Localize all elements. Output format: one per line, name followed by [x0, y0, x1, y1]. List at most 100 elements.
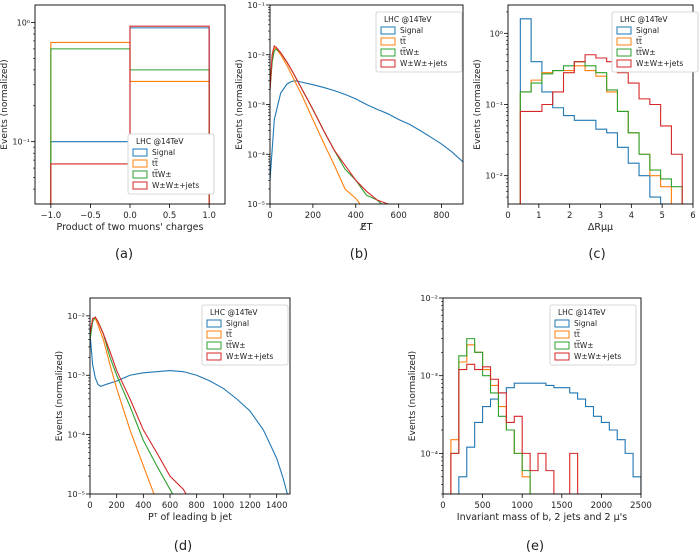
- series-WWjets-c: [519, 54, 683, 204]
- plot-area-d: [90, 316, 290, 494]
- x-tick-label-e: 2000: [591, 501, 613, 511]
- y-tick-label-a: 10⁰: [17, 18, 30, 27]
- x-tick-label-d: 600: [162, 501, 178, 511]
- y-tick-label-d: 10⁻³: [67, 371, 85, 380]
- legend-entry-WWjets: W±W±+jets: [574, 352, 621, 361]
- legend-entry-Signal: Signal: [400, 26, 423, 35]
- panel-caption-e: (e): [526, 539, 544, 554]
- legend-swatch-ttW: [554, 341, 570, 350]
- x-tick-label-a: 0.0: [123, 211, 137, 221]
- legend-title: LHC @14TeV: [384, 15, 432, 24]
- x-tick-label-c: 6: [690, 211, 695, 221]
- y-tick-label-b: 10⁻¹: [247, 1, 265, 10]
- legend-swatch-Signal: [616, 26, 632, 35]
- plot-area-c: [519, 18, 683, 204]
- x-tick-label-c: 5: [659, 211, 664, 221]
- x-tick-label-d: 200: [109, 501, 125, 511]
- legend-entry-ttbar: tt̅: [636, 37, 643, 46]
- series-ttW-d: [90, 316, 174, 494]
- panel-caption-a: (a): [115, 247, 133, 262]
- y-tick-label-c: 10⁻²: [485, 172, 503, 181]
- series-ttW-b: [270, 48, 382, 204]
- x-axis-label-c: ΔRμμ: [588, 222, 613, 233]
- x-tick-label-d: 1000: [213, 501, 235, 511]
- legend-entry-WWjets: W±W±+jets: [636, 59, 683, 68]
- legend-swatch-ttbar: [380, 37, 396, 46]
- series-WWjets-d: [90, 316, 187, 494]
- x-tick-label-c: 1: [536, 211, 541, 221]
- legend-swatch-WWjets: [554, 352, 570, 361]
- chart-panel-c: 0 1 2 3 4 5 6 10⁻² 10⁻¹ 10⁰ ΔRμμ Events (normalized…: [473, 4, 699, 262]
- x-tick-label-c: 2: [567, 211, 572, 221]
- series-ttW-e: [443, 338, 641, 494]
- panel-caption-d: (d): [174, 539, 192, 554]
- y-axis-label-a: Events (normalized): [0, 59, 10, 149]
- legend-title: LHC @14TeV: [210, 308, 258, 317]
- y-tick-label-d: 10⁻²: [67, 312, 85, 321]
- y-tick-label-b: 10⁻⁴: [247, 150, 265, 159]
- panel-caption-c: (c): [588, 247, 605, 262]
- legend-entry-Signal: Signal: [226, 319, 249, 328]
- x-tick-label-a: 0.5: [163, 211, 177, 221]
- legend-entry-ttbar: tt̅: [226, 330, 233, 339]
- legend-swatch-ttbar: [616, 37, 632, 46]
- legend-entry-WWjets: W±W±+jets: [152, 181, 199, 190]
- x-tick-label-b: 800: [433, 211, 449, 221]
- x-tick-label-e: 0: [440, 501, 445, 511]
- series-ttbar-b: [270, 46, 361, 204]
- chart-panel-a: −1.0 −0.5 0.0 0.5 1.0 10⁻¹ 10⁰ Product of two m…: [0, 4, 226, 262]
- x-tick-label-c: 0: [505, 211, 510, 221]
- y-axis-label-e: Events (normalized): [408, 351, 418, 441]
- legend-swatch-ttbar: [554, 330, 570, 339]
- series-WWjets-e: [443, 363, 641, 494]
- legend-entry-ttbar: tt̅: [400, 37, 407, 46]
- legend-swatch-WWjets: [132, 181, 148, 190]
- x-axis-label-b: E̸T: [359, 222, 373, 233]
- y-tick-label-a: 10⁻¹: [12, 138, 30, 147]
- x-tick-label-e: 500: [474, 501, 490, 511]
- legend-entry-Signal: Signal: [636, 26, 659, 35]
- y-axis-label-d: Events (normalized): [55, 351, 65, 441]
- x-tick-label-a: −1.0: [41, 211, 62, 221]
- x-tick-label-b: 0: [267, 211, 272, 221]
- y-tick-label-b: 10⁻²: [247, 51, 265, 60]
- legend-swatch-ttW: [616, 48, 632, 57]
- legend-entry-ttbar: tt̅: [152, 159, 159, 168]
- x-axis-label-e: Invariant mass of b, 2 jets and 2 μ's: [457, 512, 627, 523]
- plot-area-b: [270, 45, 463, 204]
- x-tick-label-d: 400: [135, 501, 151, 511]
- series-ttbar-e: [443, 344, 641, 494]
- legend-entry-ttW: tt̅W±: [226, 341, 246, 350]
- legend-swatch-ttW: [132, 170, 148, 179]
- chart-panel-b: 0 200 400 600 800 10⁻⁵ 10⁻⁴ 10⁻³ 10⁻² 10⁻¹ E̸T Even…: [235, 1, 464, 262]
- chart-panel-d: 0 200 400 600 800 1000 1200 1400 10⁻⁵ 10⁻⁴ 10⁻³ 10⁻…: [55, 297, 291, 554]
- legend-title: LHC @14TeV: [558, 308, 606, 317]
- legend-a: LHC @14TeV Signal tt̅ tt̅W± W±W±+jets: [127, 133, 215, 195]
- y-tick-label-e: 10⁻³: [420, 372, 438, 381]
- legend-swatch-ttbar: [132, 159, 148, 168]
- x-tick-label-d: 1400: [266, 501, 288, 511]
- x-tick-label-b: 400: [348, 211, 364, 221]
- x-tick-label-d: 800: [189, 501, 205, 511]
- series-WWjets-b: [270, 45, 391, 204]
- x-tick-label-d: 0: [87, 501, 92, 511]
- axes-frame-e: [442, 297, 642, 495]
- legend-title: LHC @14TeV: [136, 137, 184, 146]
- legend-b: LHC @14TeV Signal tt̅ tt̅W± W±W±+jets: [375, 11, 463, 73]
- series-WWjets-a: [50, 25, 210, 204]
- legend-entry-Signal: Signal: [574, 319, 597, 328]
- legend-swatch-Signal: [206, 319, 222, 328]
- x-tick-label-e: 2500: [630, 501, 652, 511]
- panel-caption-b: (b): [350, 247, 368, 262]
- x-tick-label-a: −0.5: [80, 211, 101, 221]
- legend-swatch-ttW: [206, 341, 222, 350]
- y-axis-label-c: Events (normalized): [473, 59, 483, 149]
- x-tick-label-b: 600: [391, 211, 407, 221]
- legend-swatch-ttbar: [206, 330, 222, 339]
- x-tick-label-c: 3: [598, 211, 603, 221]
- legend-entry-ttW: tt̅W±: [574, 341, 594, 350]
- x-tick-label-a: 1.0: [202, 211, 216, 221]
- y-tick-label-b: 10⁻⁵: [247, 200, 265, 209]
- legend-swatch-WWjets: [380, 59, 396, 68]
